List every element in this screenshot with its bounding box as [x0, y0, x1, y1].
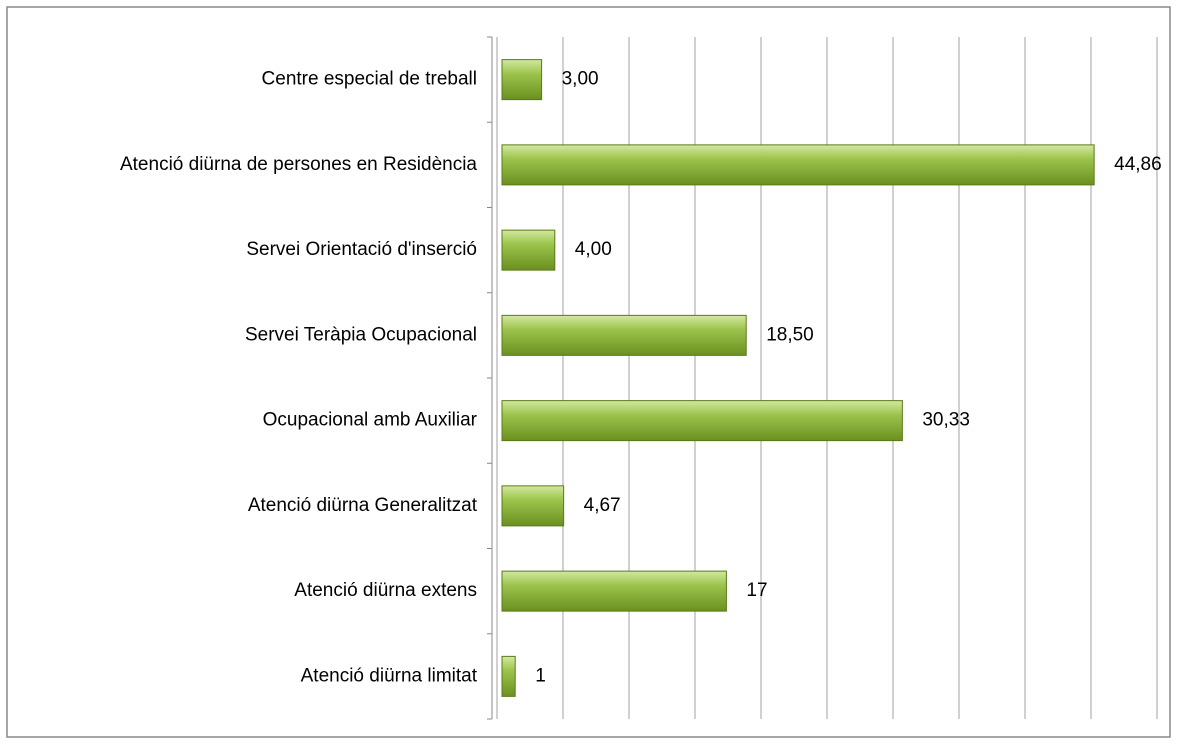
data-label: 17 [746, 580, 767, 601]
data-label: 4,67 [584, 495, 621, 516]
category-label: Centre especial de treball [262, 69, 477, 90]
bar [501, 144, 1095, 186]
chart-border [6, 6, 1171, 738]
bar [501, 400, 903, 442]
bar [501, 485, 565, 527]
data-label: 30,33 [922, 410, 970, 431]
bar [501, 570, 727, 612]
category-label: Atenció diürna extens [294, 580, 477, 601]
category-label: Atenció diürna limitat [301, 665, 478, 686]
bar [501, 59, 543, 101]
bar [501, 314, 747, 356]
category-label: Atenció diürna Generalitzat [248, 495, 478, 516]
data-label: 3,00 [562, 69, 599, 90]
bar [501, 229, 556, 271]
data-label: 1 [535, 665, 546, 686]
data-label: 44,86 [1114, 154, 1162, 175]
data-label: 4,00 [575, 239, 612, 260]
data-label: 18,50 [766, 324, 814, 345]
category-label: Servei Teràpia Ocupacional [245, 324, 477, 345]
category-label: Ocupacional amb Auxiliar [263, 410, 478, 431]
bar [501, 655, 516, 697]
category-label: Servei Orientació d'inserció [246, 239, 477, 260]
category-label: Atenció diürna de persones en Residència [120, 154, 477, 175]
